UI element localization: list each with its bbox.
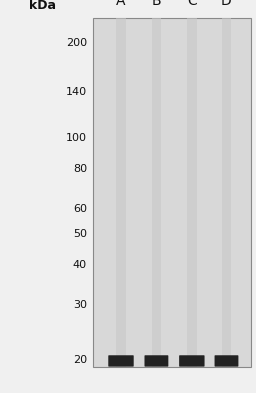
Text: 80: 80 bbox=[73, 164, 87, 174]
Text: kDa: kDa bbox=[29, 0, 56, 12]
Text: 20: 20 bbox=[73, 355, 87, 365]
Text: 200: 200 bbox=[66, 38, 87, 48]
FancyBboxPatch shape bbox=[108, 355, 134, 367]
Text: D: D bbox=[221, 0, 232, 8]
Text: 140: 140 bbox=[66, 87, 87, 97]
Text: 30: 30 bbox=[73, 299, 87, 310]
Text: 60: 60 bbox=[73, 204, 87, 214]
Text: A: A bbox=[116, 0, 126, 8]
Text: 50: 50 bbox=[73, 229, 87, 239]
Bar bbox=[222, 18, 231, 367]
Text: C: C bbox=[187, 0, 197, 8]
FancyBboxPatch shape bbox=[215, 355, 238, 367]
Bar bbox=[187, 18, 197, 367]
Text: 40: 40 bbox=[73, 260, 87, 270]
Bar bbox=[152, 18, 161, 367]
Text: 100: 100 bbox=[66, 133, 87, 143]
Bar bbox=[116, 18, 126, 367]
Bar bbox=[93, 18, 251, 367]
Text: B: B bbox=[152, 0, 161, 8]
FancyBboxPatch shape bbox=[144, 355, 168, 367]
FancyBboxPatch shape bbox=[179, 355, 205, 367]
